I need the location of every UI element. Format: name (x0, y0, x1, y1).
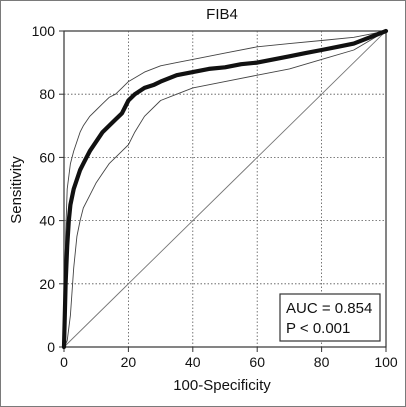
y-tick-label: 0 (47, 339, 55, 355)
y-tick-label: 80 (39, 86, 55, 102)
y-tick-label: 20 (39, 276, 55, 292)
x-tick-label: 20 (121, 354, 137, 370)
x-tick-label: 100 (374, 354, 398, 370)
y-axis-title: Sensitivity (8, 156, 25, 224)
x-axis-title: 100-Specificity (173, 377, 271, 394)
annotation-box: AUC = 0.854 P < 0.001 (279, 293, 381, 342)
ci-upper-line (63, 30, 387, 348)
x-tick-label: 60 (249, 354, 265, 370)
ci-lower-line (63, 30, 387, 348)
auc-label: AUC = 0.854 (286, 300, 372, 317)
x-tick-label: 80 (314, 354, 330, 370)
x-tick-label: 0 (60, 354, 68, 370)
p-value-label: P < 0.001 (286, 320, 350, 337)
series-group (61, 28, 389, 350)
y-tick-label: 40 (39, 213, 55, 229)
reference-line (63, 30, 387, 348)
y-tick-label: 60 (39, 149, 55, 165)
chart-title: FIB4 (206, 6, 238, 23)
x-tick-label: 40 (185, 354, 201, 370)
roc-curve-line (61, 28, 389, 350)
axis-ticks: 0 20 40 60 80 100 0 20 40 60 80 100 (32, 23, 398, 370)
y-tick-label: 100 (32, 23, 56, 39)
annotation-border (279, 293, 381, 342)
